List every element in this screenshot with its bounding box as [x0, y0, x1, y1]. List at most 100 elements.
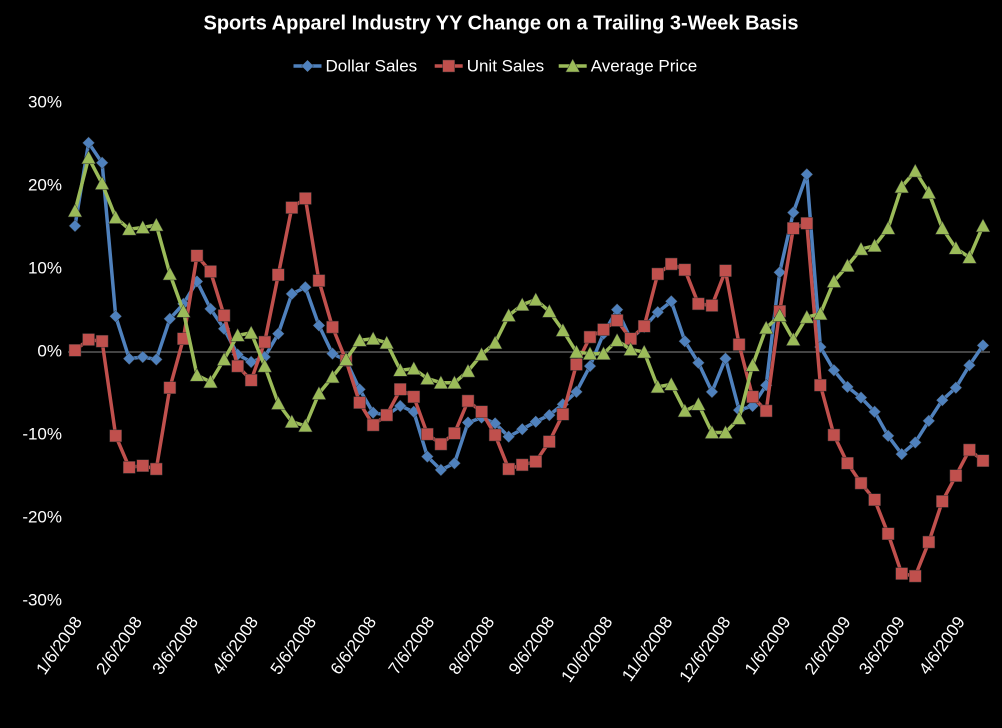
- marker: [285, 201, 299, 214]
- marker: [122, 461, 136, 474]
- x-tick-label: 11/6/2008: [618, 613, 676, 685]
- marker: [854, 476, 868, 490]
- x-tick-label: 2/6/2008: [92, 613, 146, 678]
- marker: [921, 185, 937, 199]
- x-tick-label: 4/6/2008: [209, 613, 263, 678]
- marker: [460, 363, 476, 378]
- marker: [461, 394, 475, 408]
- marker: [312, 274, 326, 287]
- marker: [230, 327, 246, 342]
- marker: [949, 469, 963, 482]
- marker: [68, 219, 82, 233]
- marker: [963, 443, 976, 457]
- legend-marker: [442, 59, 455, 73]
- marker: [353, 396, 366, 409]
- marker: [136, 350, 150, 364]
- y-tick-label: 30%: [28, 92, 62, 111]
- marker: [299, 280, 312, 294]
- marker: [922, 535, 936, 549]
- marker: [190, 249, 204, 262]
- marker: [135, 219, 151, 234]
- marker: [285, 287, 299, 301]
- marker: [217, 309, 231, 322]
- marker: [271, 327, 285, 341]
- marker: [216, 351, 232, 366]
- marker: [637, 320, 651, 333]
- marker: [962, 249, 977, 264]
- legend-marker: [301, 59, 314, 73]
- marker: [121, 221, 137, 236]
- marker: [68, 344, 82, 357]
- marker: [258, 335, 271, 349]
- marker: [67, 203, 83, 218]
- marker: [514, 297, 530, 311]
- marker: [394, 383, 407, 396]
- legend-marker: [565, 58, 581, 73]
- marker: [583, 330, 597, 344]
- x-tick-label: 3/6/2008: [149, 613, 203, 678]
- marker: [853, 241, 869, 256]
- marker: [366, 406, 380, 419]
- marker: [678, 334, 692, 348]
- marker: [692, 356, 705, 370]
- marker: [868, 493, 881, 506]
- marker: [407, 390, 421, 404]
- marker: [380, 408, 393, 422]
- marker: [800, 217, 814, 230]
- marker: [393, 399, 407, 413]
- marker: [326, 320, 339, 334]
- marker: [908, 569, 922, 583]
- marker: [963, 358, 976, 372]
- marker: [162, 266, 178, 281]
- marker: [502, 462, 515, 476]
- legend: Dollar Sales Unit Sales Average Price: [293, 56, 697, 75]
- marker: [827, 428, 841, 442]
- marker: [799, 309, 815, 324]
- marker: [189, 367, 205, 382]
- series-line: [73, 196, 985, 578]
- marker: [854, 391, 868, 405]
- marker: [651, 305, 665, 319]
- marker: [881, 527, 895, 541]
- marker: [948, 240, 964, 255]
- marker: [487, 335, 503, 350]
- marker: [434, 437, 448, 451]
- marker: [421, 427, 434, 441]
- marker: [556, 408, 570, 421]
- marker: [908, 436, 922, 449]
- marker: [719, 352, 732, 365]
- marker: [433, 375, 449, 389]
- marker: [392, 362, 408, 377]
- marker: [609, 332, 625, 347]
- marker: [922, 414, 936, 428]
- marker: [773, 265, 787, 279]
- marker: [448, 427, 461, 440]
- x-tick-label: 3/6/2009: [855, 613, 909, 678]
- marker: [95, 156, 109, 170]
- marker: [203, 374, 218, 389]
- marker: [597, 323, 610, 336]
- marker: [705, 299, 719, 312]
- marker: [758, 320, 774, 335]
- marker: [109, 429, 122, 443]
- marker: [257, 358, 273, 373]
- x-tick-label: 9/6/2008: [505, 613, 559, 678]
- marker: [204, 265, 217, 278]
- marker: [976, 339, 990, 352]
- marker: [272, 268, 285, 282]
- marker: [663, 376, 679, 391]
- marker: [596, 346, 611, 360]
- marker: [122, 352, 136, 365]
- marker: [665, 257, 678, 271]
- marker: [501, 307, 517, 322]
- marker: [421, 450, 434, 463]
- marker: [163, 312, 177, 326]
- marker: [841, 380, 854, 394]
- x-tick-label: 5/6/2008: [267, 613, 321, 678]
- marker: [624, 332, 637, 345]
- marker: [312, 319, 326, 332]
- marker: [704, 424, 720, 439]
- marker: [826, 273, 842, 288]
- marker: [800, 168, 814, 181]
- y-tick-label: 0%: [37, 341, 62, 360]
